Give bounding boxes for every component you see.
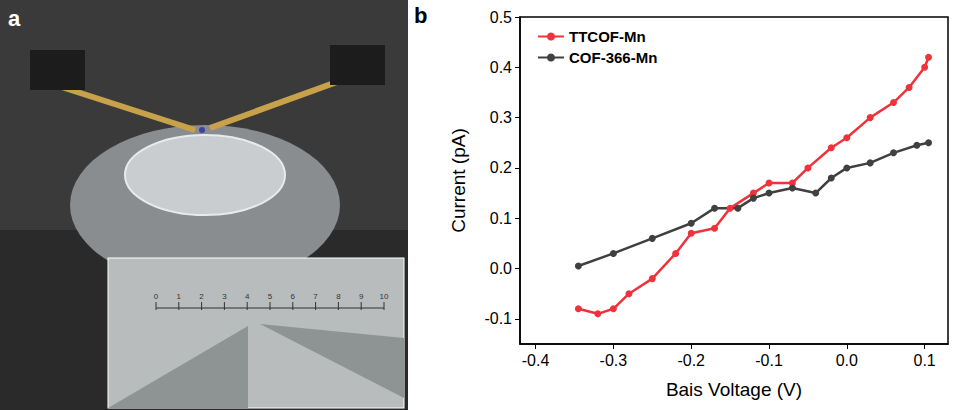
svg-text:9: 9 — [359, 292, 364, 301]
svg-text:0.4: 0.4 — [490, 59, 512, 76]
svg-text:8: 8 — [336, 292, 341, 301]
svg-text:-0.4: -0.4 — [522, 352, 550, 369]
svg-text:10: 10 — [380, 292, 389, 301]
svg-text:-0.3: -0.3 — [600, 352, 628, 369]
svg-text:TTCOF-Mn: TTCOF-Mn — [569, 28, 646, 45]
svg-text:-0.1: -0.1 — [755, 352, 783, 369]
svg-text:7: 7 — [313, 292, 318, 301]
svg-text:2: 2 — [199, 292, 204, 301]
svg-text:COF-366-Mn: COF-366-Mn — [569, 49, 657, 66]
svg-text:-0.2: -0.2 — [677, 352, 705, 369]
svg-text:0.0: 0.0 — [836, 352, 858, 369]
svg-text:b: b — [414, 3, 427, 28]
svg-text:3: 3 — [222, 292, 227, 301]
svg-text:0.0: 0.0 — [490, 260, 512, 277]
svg-text:Bais Voltage (V): Bais Voltage (V) — [666, 379, 802, 400]
svg-text:0: 0 — [154, 292, 159, 301]
svg-text:1: 1 — [177, 292, 182, 301]
svg-text:0.1: 0.1 — [914, 352, 936, 369]
svg-text:0.2: 0.2 — [490, 159, 512, 176]
svg-text:0.5: 0.5 — [490, 9, 512, 26]
svg-text:a: a — [8, 6, 21, 31]
svg-text:0.1: 0.1 — [490, 210, 512, 227]
svg-text:Current (pA): Current (pA) — [448, 128, 469, 233]
svg-text:6: 6 — [291, 292, 296, 301]
svg-text:5: 5 — [268, 292, 273, 301]
svg-text:4: 4 — [245, 292, 250, 301]
svg-text:0.3: 0.3 — [490, 109, 512, 126]
svg-text:-0.1: -0.1 — [484, 310, 512, 327]
